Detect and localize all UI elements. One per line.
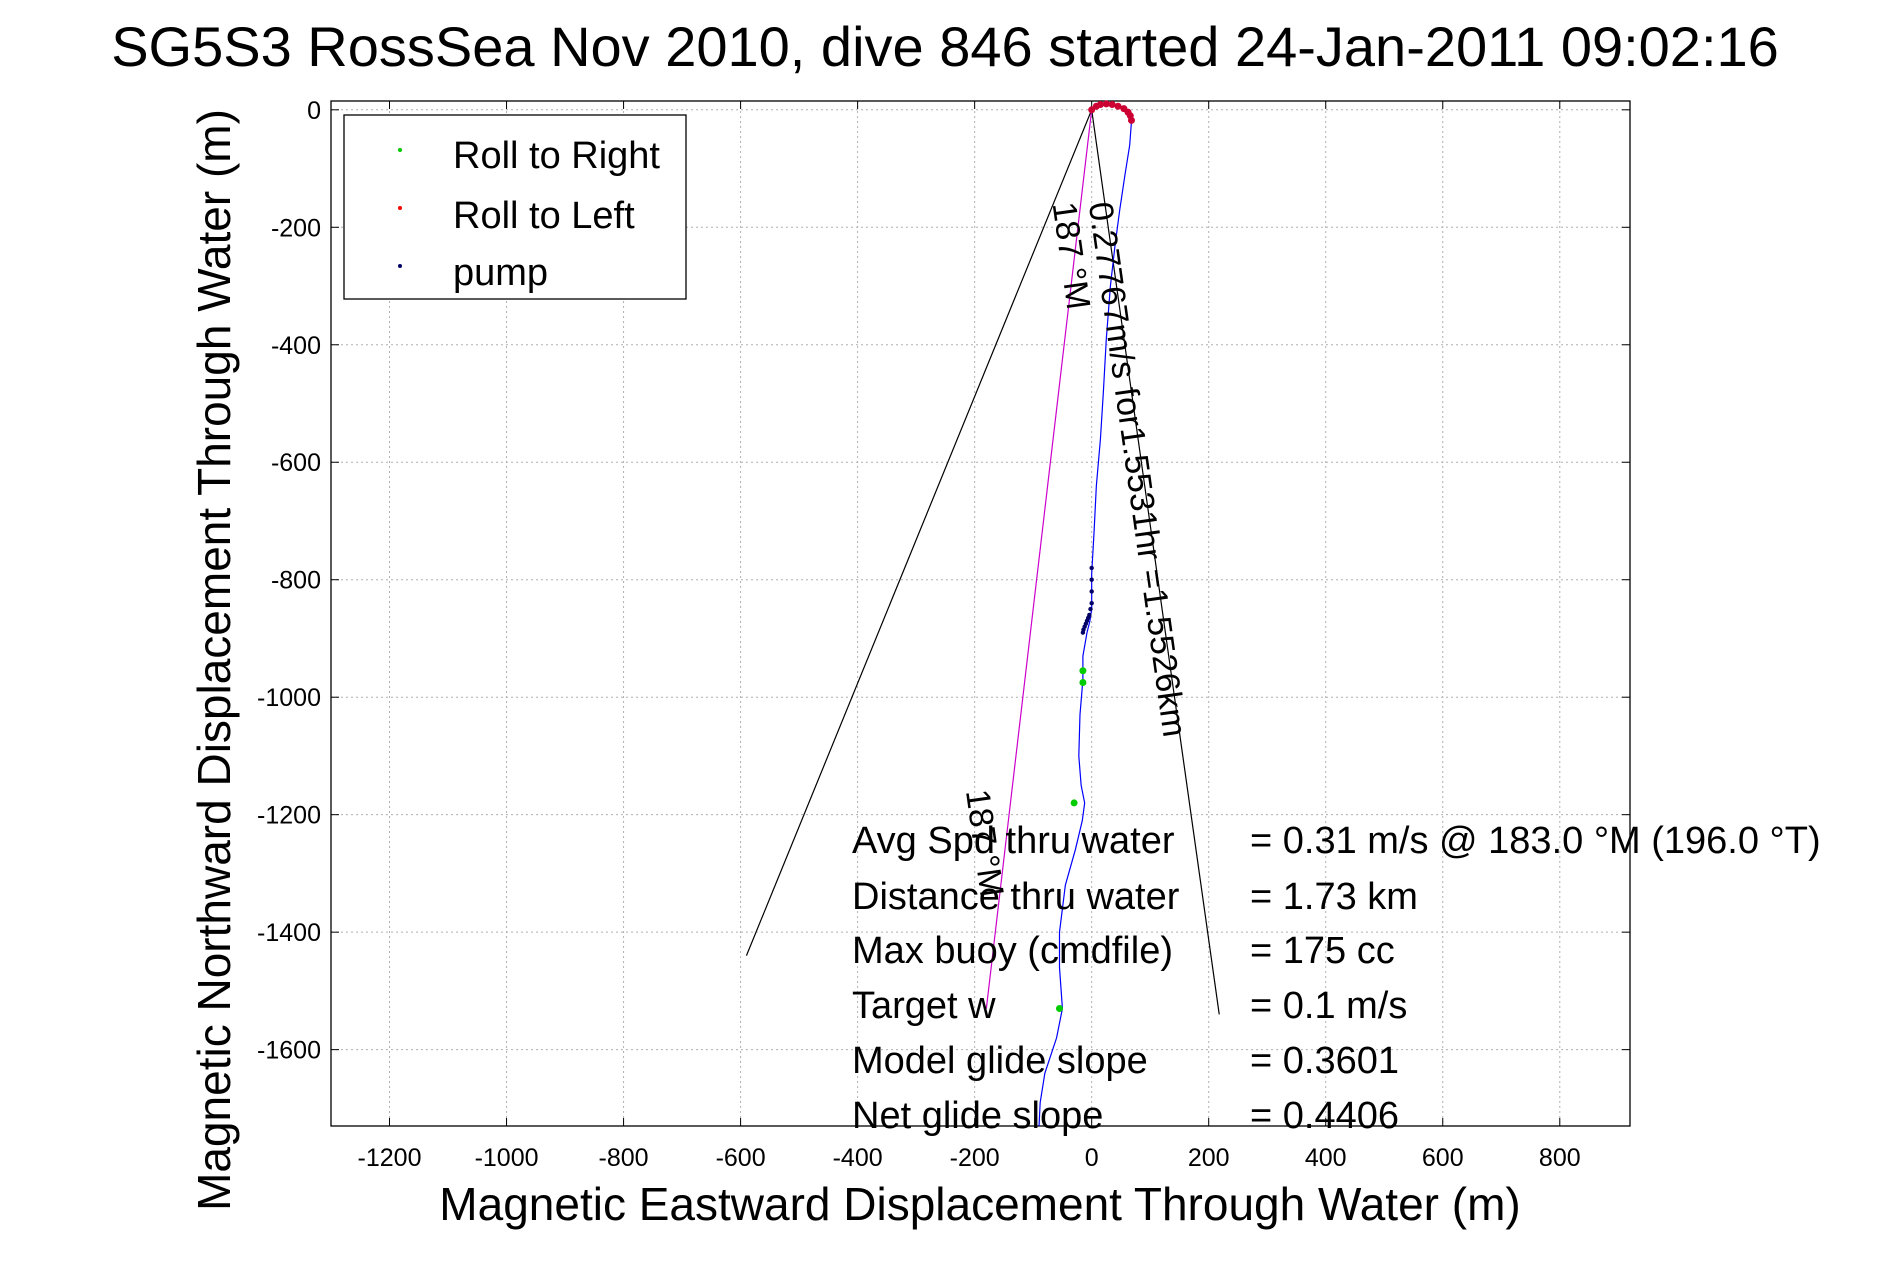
roll-left-point [1108, 101, 1116, 109]
roll-left-point [1096, 101, 1104, 109]
y-tick-label: -400 [271, 332, 321, 360]
stat-label-net-glide: Net glide slope [852, 1095, 1103, 1137]
x-tick-label: 600 [1422, 1144, 1464, 1172]
axes: -1200 -1000 -800 -600 -400 -200 0 200 400 600 800 0… [257, 97, 1631, 1172]
y-tick-label: -200 [271, 214, 321, 242]
roll-right-point [1079, 667, 1087, 675]
y-tick-label: -1600 [257, 1037, 321, 1065]
pump-point [1080, 630, 1086, 635]
x-tick-label: -600 [716, 1144, 766, 1172]
stats-block: Avg Spd thru water = 0.31 m/s @ 183.0 °M… [852, 820, 1821, 1137]
stat-value-target-w: = 0.1 m/s [1250, 985, 1407, 1027]
y-tick-label: 0 [307, 97, 321, 125]
pump-point [1088, 606, 1093, 612]
legend-label-roll-left: Roll to Left [453, 195, 635, 237]
x-tick-label: -400 [833, 1144, 883, 1172]
roll-left-point [1127, 116, 1135, 124]
y-tick-label: -1200 [257, 802, 321, 830]
heading-line [985, 109, 1093, 1009]
x-tick-label: -200 [950, 1144, 1000, 1172]
legend-entry-roll-left: Roll to Left [398, 195, 635, 237]
pump-point [1089, 577, 1094, 582]
pump-point [1089, 601, 1094, 606]
x-tick-label: -800 [599, 1144, 649, 1172]
series [745, 100, 1220, 1127]
roll-left-point [1114, 102, 1122, 110]
pump-point [1089, 589, 1094, 594]
legend-marker-pump [398, 264, 402, 268]
stat-value-distance: = 1.73 km [1250, 876, 1418, 918]
legend-marker-roll-right [398, 148, 402, 152]
stat-value-model-glide: = 0.3601 [1250, 1040, 1399, 1082]
y-tick-label: -800 [271, 567, 321, 595]
y-axis-label: Magnetic Northward Displacement Through … [188, 109, 240, 1211]
roll-right-point [1079, 679, 1087, 687]
legend-entry-pump: pump [398, 252, 548, 294]
pump-point [1089, 565, 1094, 571]
stat-value-max-buoy: = 175 cc [1250, 930, 1395, 972]
y-tick-label: -1400 [257, 919, 321, 947]
x-tick-label: 200 [1188, 1144, 1230, 1172]
plot-frame [330, 100, 1631, 1127]
x-axis-label: Magnetic Eastward Displacement Through W… [439, 1178, 1520, 1230]
chart-title: SG5S3 RossSea Nov 2010, dive 846 started… [111, 15, 1779, 78]
stat-label-max-buoy: Max buoy (cmdfile) [852, 930, 1173, 972]
stat-value-net-glide: = 0.4406 [1250, 1095, 1399, 1137]
stat-label-avg-speed: Avg Spd thru water [852, 820, 1175, 862]
legend-label-roll-right: Roll to Right [453, 135, 660, 177]
legend-marker-roll-left [398, 206, 402, 210]
heading-cone-line [745, 109, 1093, 956]
x-tick-label: 800 [1539, 1144, 1581, 1172]
stat-label-distance: Distance thru water [852, 876, 1180, 918]
stat-value-avg-speed: = 0.31 m/s @ 183.0 °M (196.0 °T) [1250, 820, 1821, 862]
stat-label-model-glide: Model glide slope [852, 1040, 1148, 1082]
x-tick-label: -1200 [358, 1144, 422, 1172]
x-tick-label: 0 [1085, 1144, 1099, 1172]
legend-entry-roll-right: Roll to Right [398, 135, 660, 177]
y-tick-label: -600 [271, 449, 321, 477]
legend: Roll to Right Roll to Left pump [343, 114, 687, 300]
roll-left-point [1102, 100, 1110, 108]
stat-label-target-w: Target w [852, 985, 996, 1027]
legend-label-pump: pump [453, 252, 548, 294]
x-tick-label: 400 [1305, 1144, 1347, 1172]
y-tick-label: -1000 [257, 684, 321, 712]
roll-right-point [1055, 1005, 1063, 1013]
x-tick-label: -1000 [475, 1144, 539, 1172]
roll-right-point [1070, 799, 1078, 807]
